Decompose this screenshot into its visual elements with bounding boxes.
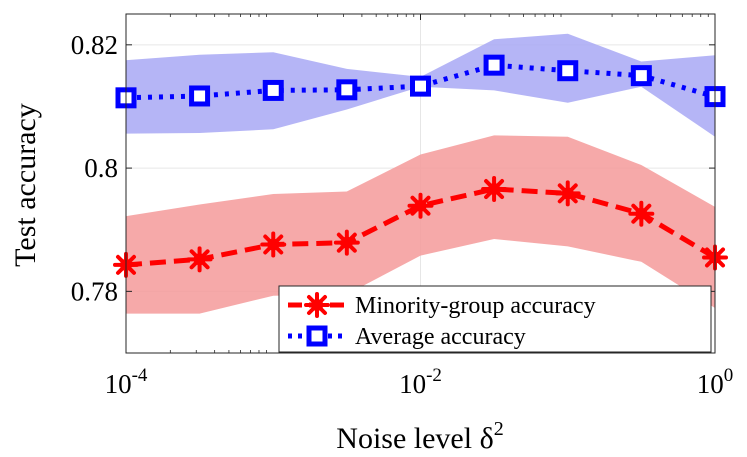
legend-symbol-average — [306, 325, 328, 347]
y-tick-label: 0.82 — [71, 30, 118, 60]
point-average — [557, 60, 579, 82]
point-minority-core — [488, 183, 501, 196]
line-minority — [126, 186, 715, 268]
y-tick-label: 0.78 — [71, 276, 118, 306]
series-lines — [126, 62, 715, 268]
point-average — [630, 65, 652, 87]
point-average — [189, 85, 211, 107]
legend-symbol-minority-core — [311, 299, 323, 311]
point-minority-core — [561, 187, 574, 200]
x-tick-label: 100 — [697, 365, 734, 399]
point-average — [483, 54, 505, 76]
point-minority-core — [414, 199, 427, 212]
point-average — [336, 79, 358, 101]
point-minority-core — [193, 253, 206, 266]
point-minority-core — [340, 236, 353, 249]
x-tick-label: 10-2 — [399, 365, 442, 399]
band-minority — [126, 135, 715, 314]
point-minority-core — [267, 238, 280, 251]
legend-label-minority: Minority-group accuracy — [355, 293, 596, 319]
x-axis-title: Noise level δ2 — [336, 418, 503, 455]
point-average — [410, 75, 431, 97]
legend-label-average: Average accuracy — [355, 324, 526, 350]
legend-box — [278, 285, 712, 353]
x-tick-label: 10-4 — [105, 365, 148, 399]
legend-marker-average — [306, 325, 328, 347]
point-minority-core — [635, 207, 648, 220]
y-axis-title: Test accuracy — [9, 103, 42, 267]
legend: Minority-group accuracy Average accuracy — [278, 285, 712, 353]
y-tick-label: 0.8 — [84, 153, 118, 183]
legend-marker-minority — [304, 292, 330, 318]
point-average — [262, 79, 284, 101]
